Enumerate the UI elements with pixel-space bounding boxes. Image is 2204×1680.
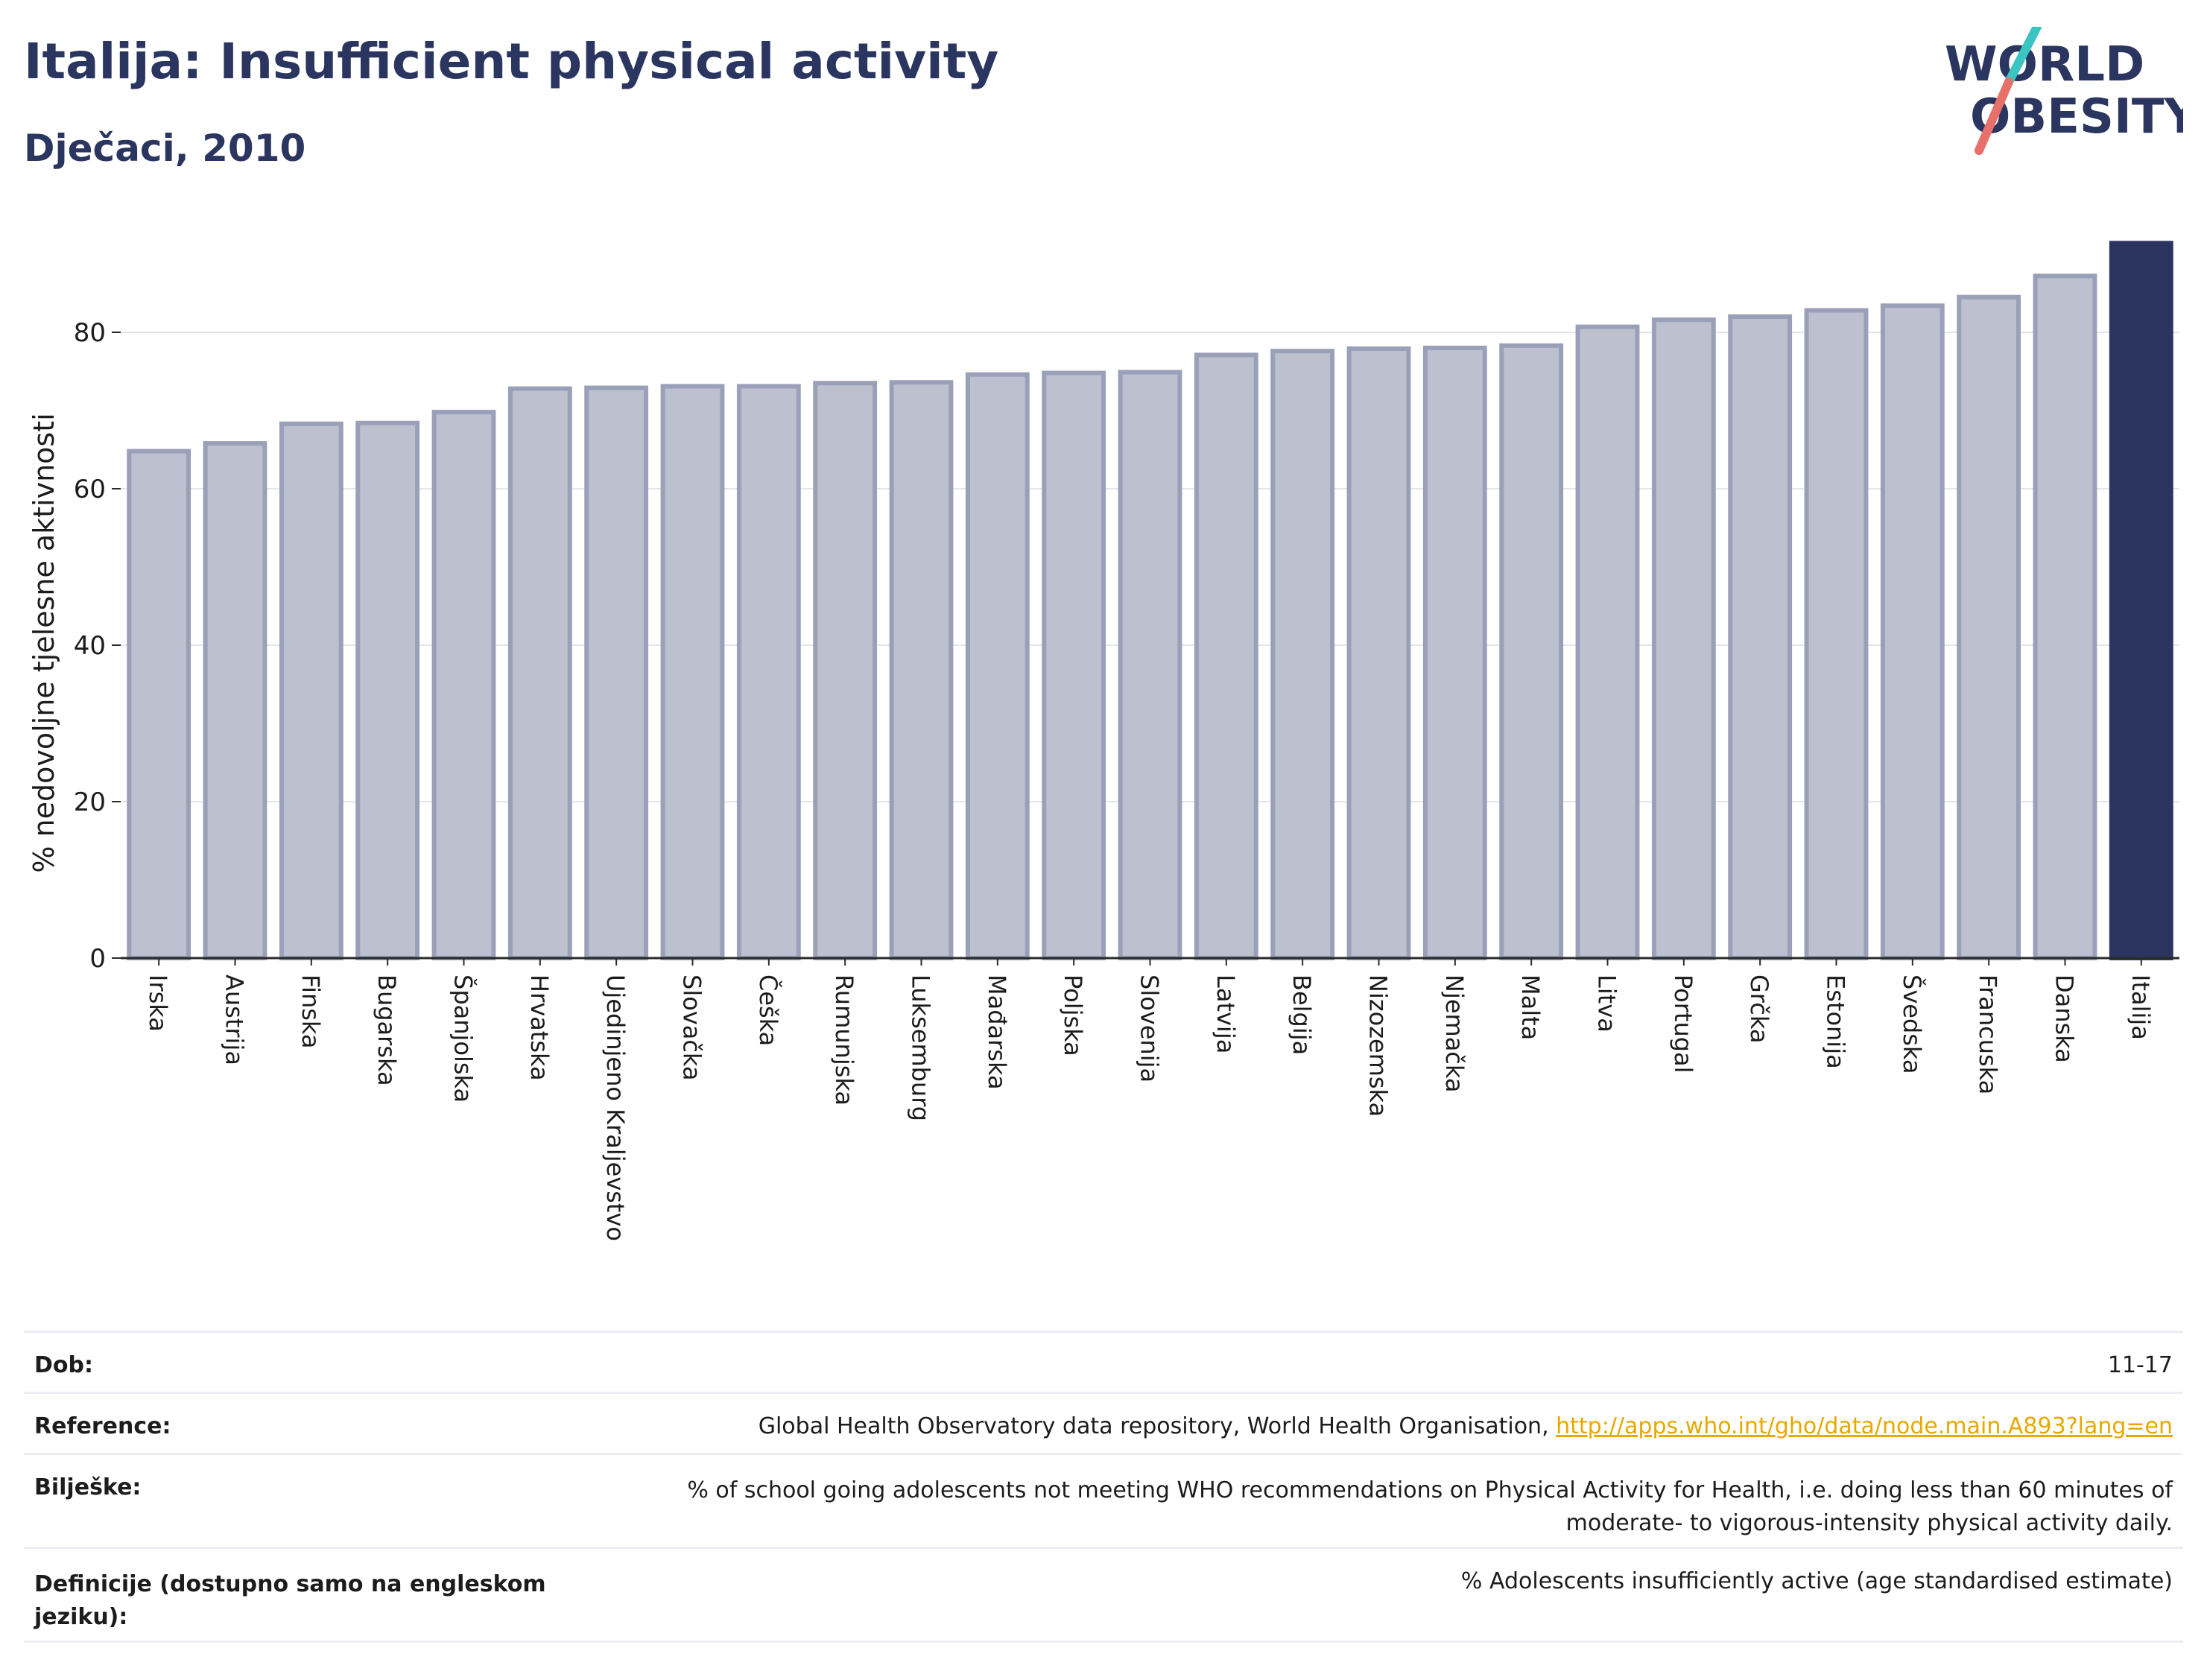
x-tick-label: Ujedinjeno Kraljevstvo [601, 974, 630, 1241]
x-tick-label: Slovenija [1136, 974, 1164, 1083]
x-tick-label: Francuska [1974, 974, 2002, 1094]
y-tick-label: 60 [74, 475, 106, 504]
bar [584, 385, 649, 961]
bar [279, 421, 343, 961]
definitions-label-line-2: jeziku): [34, 1604, 128, 1630]
bar [1575, 324, 1640, 960]
bar [1422, 346, 1487, 960]
x-tick-label: Estonija [1822, 974, 1850, 1069]
x-tick-label: Bugarska [373, 974, 401, 1086]
x-tick-label: Danska [2051, 974, 2079, 1063]
x-tick-label: Grčka [1745, 974, 1773, 1043]
info-row-definitions: Definicije (dostupno samo na engleskom je… [24, 1549, 2183, 1643]
x-tick-label: Portugal [1669, 974, 1697, 1074]
bar [127, 448, 191, 961]
y-axis-label: % nedovoljne tjelesne aktivnosti [28, 413, 60, 872]
bar [736, 384, 801, 960]
bar [431, 410, 496, 961]
bar [1804, 308, 1869, 961]
x-tick-label: Austrija [221, 974, 249, 1065]
chart-subtitle: Dječaci, 2010 [24, 127, 306, 170]
reference-link[interactable]: http://apps.who.int/gho/data/node.main.A… [1556, 1413, 2173, 1439]
x-tick-label: Češka [754, 974, 783, 1046]
bar [1042, 370, 1106, 961]
chart-title: Italija: Insufficient physical activity [24, 33, 999, 90]
info-table: Dob: 11-17 Reference: Global Health Obse… [24, 1331, 2183, 1643]
bar-chart: 0 20 40 60 80 Irska Austrija Finska Bugarska Špa… [28, 241, 2179, 1241]
x-tick-label: Litva [1593, 974, 1621, 1033]
bar [1957, 294, 2021, 960]
y-axis-ticks: 0 20 40 60 80 [74, 318, 121, 974]
x-tick-label: Nizozemska [1364, 974, 1393, 1117]
x-tick-label: Belgija [1288, 974, 1316, 1055]
bar [965, 372, 1030, 960]
bar [203, 441, 267, 961]
logo-slash-teal [2004, 27, 2042, 86]
bar [2109, 241, 2173, 961]
x-tick-label: Španjolska [449, 974, 478, 1103]
world-obesity-logo: WORLD OBESITY [1945, 27, 2183, 155]
x-tick-label: Finska [297, 974, 325, 1049]
reference-value: Global Health Observatory data repositor… [759, 1413, 2173, 1439]
x-tick-label: Rumunjska [830, 974, 858, 1106]
info-row-age: Dob: 11-17 [24, 1333, 2183, 1394]
x-tick-label: Poljska [1059, 974, 1087, 1056]
x-tick-label: Latvija [1212, 974, 1240, 1053]
bar [1499, 343, 1564, 961]
bar [660, 384, 725, 960]
reference-label: Reference: [34, 1413, 171, 1439]
bar [1880, 303, 1945, 961]
info-row-notes: Bilješke: % of school going adolescents … [24, 1455, 2183, 1549]
bar [1270, 349, 1335, 960]
logo-slash-coral [1975, 77, 2013, 155]
x-tick-label: Italija [2127, 974, 2155, 1040]
definitions-label-line-1: Definicije (dostupno samo na engleskom [34, 1571, 546, 1597]
reference-text: Global Health Observatory data repositor… [758, 1413, 1557, 1439]
x-tick-label: Mađarska [983, 974, 1011, 1090]
bar [1118, 370, 1182, 961]
definitions-value: % Adolescents insufficiently active (age… [1460, 1568, 2173, 1594]
y-tick-label: 80 [74, 318, 106, 348]
bar [507, 386, 572, 961]
y-tick-label: 40 [74, 631, 106, 661]
x-tick-label: Švedska [1898, 974, 1927, 1074]
x-tick-label: Malta [1516, 974, 1545, 1040]
bar [813, 381, 878, 960]
bar [1651, 317, 1716, 960]
info-row-reference: Reference: Global Health Observatory dat… [24, 1394, 2183, 1455]
age-label: Dob: [34, 1352, 93, 1378]
bar [2033, 273, 2097, 960]
x-tick-label: Njemačka [1440, 974, 1469, 1092]
bars [127, 241, 2173, 961]
notes-label: Bilješke: [34, 1474, 142, 1500]
bar [1346, 346, 1411, 961]
x-tick-label: Luksemburg [907, 974, 935, 1121]
notes-value: % of school going adolescents not meetin… [687, 1474, 2173, 1540]
y-tick-label: 0 [89, 944, 106, 974]
notes-line-1: % of school going adolescents not meetin… [687, 1477, 2173, 1503]
notes-line-2: moderate- to vigorous-intensity physical… [1565, 1510, 2173, 1536]
x-tick-label: Hrvatska [525, 974, 554, 1081]
age-value: 11-17 [2107, 1352, 2173, 1378]
bar [889, 380, 954, 960]
bar [1194, 352, 1258, 960]
x-tick-label: Irska [144, 974, 172, 1032]
bar [355, 420, 420, 960]
logo-text-world: WORLD [1945, 37, 2144, 92]
bar [1728, 314, 1793, 960]
definitions-label: Definicije (dostupno samo na engleskom je… [34, 1568, 546, 1634]
x-axis-ticks: Irska Austrija Finska Bugarska Španjolska Hrv… [144, 958, 2155, 1241]
x-tick-label: Slovačka [678, 974, 706, 1081]
y-tick-label: 20 [74, 787, 106, 817]
